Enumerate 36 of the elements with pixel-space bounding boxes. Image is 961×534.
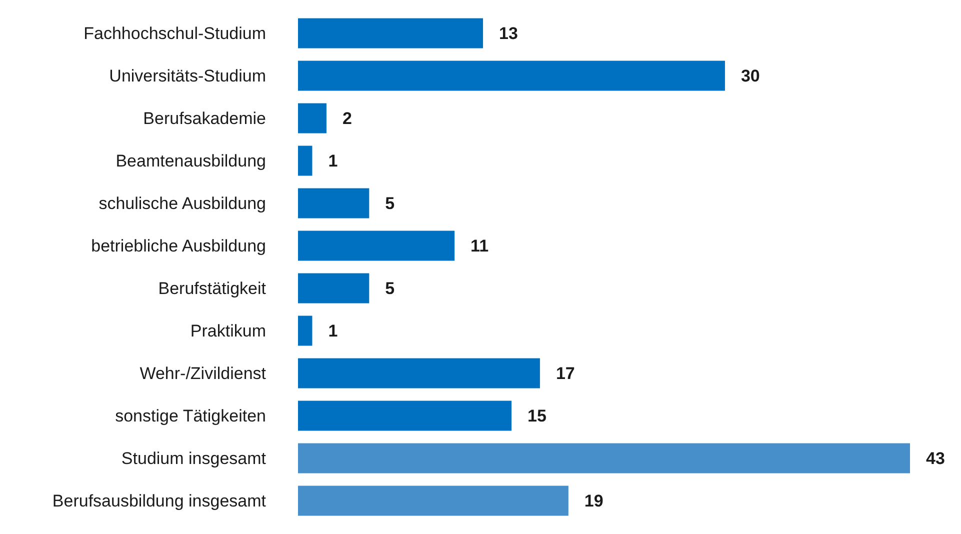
data-label: 5	[385, 194, 395, 213]
bar	[298, 486, 568, 516]
bar	[298, 146, 312, 176]
y-tick-label: Berufsausbildung insgesamt	[52, 491, 266, 510]
y-tick-label: Berufsakademie	[143, 108, 266, 128]
bar	[298, 316, 312, 346]
bar	[298, 103, 326, 134]
y-tick-label: Fachhochschul-Studium	[84, 24, 266, 43]
bar	[298, 60, 725, 91]
data-label: 1	[328, 321, 338, 340]
bar	[298, 358, 540, 388]
bar	[298, 230, 455, 261]
bar	[298, 273, 370, 304]
data-label: 17	[556, 364, 575, 383]
bar	[298, 18, 484, 48]
data-label: 1	[328, 151, 338, 170]
data-label: 30	[740, 66, 760, 86]
data-label: 43	[926, 448, 945, 468]
y-tick-label: Berufstätigkeit	[158, 278, 266, 298]
data-label: 15	[527, 406, 546, 426]
data-label: 5	[385, 278, 395, 298]
data-label: 2	[342, 108, 352, 128]
y-tick-label: betriebliche Ausbildung	[91, 236, 266, 256]
bar	[298, 443, 910, 474]
data-label: 13	[499, 24, 518, 43]
y-tick-label: sonstige Tätigkeiten	[115, 406, 266, 426]
y-tick-label: Wehr-/Zivildienst	[140, 364, 266, 383]
y-tick-label: Universitäts-Studium	[109, 66, 266, 86]
y-tick-label: schulische Ausbildung	[98, 194, 266, 213]
data-label: 11	[470, 236, 489, 256]
y-tick-label: Studium insgesamt	[121, 448, 266, 468]
bar	[298, 188, 370, 218]
y-tick-label: Praktikum	[190, 321, 266, 340]
bar	[298, 400, 512, 431]
y-tick-label: Beamtenausbildung	[116, 151, 266, 170]
data-label: 19	[584, 491, 604, 510]
